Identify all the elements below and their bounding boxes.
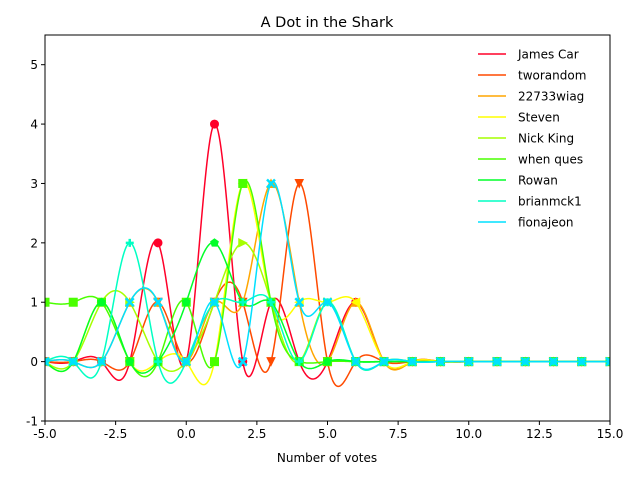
- data-point: [407, 356, 418, 367]
- legend-label: James Car: [517, 48, 579, 62]
- data-point: [576, 356, 587, 367]
- data-point: [238, 238, 248, 248]
- legend-item: when ques: [478, 153, 583, 167]
- legend-item: tworandom: [478, 69, 586, 83]
- legend-label: Rowan: [518, 174, 558, 188]
- data-point: [492, 356, 502, 367]
- data-point: [548, 356, 559, 367]
- data-point: [68, 356, 79, 367]
- data-point: [238, 178, 248, 188]
- data-point: [153, 238, 163, 248]
- y-tick-label: -1: [26, 415, 38, 429]
- x-axis-label: Number of votes: [277, 451, 377, 465]
- data-point: [45, 297, 50, 307]
- y-tick-label: 1: [30, 296, 38, 310]
- data-point: [68, 297, 78, 307]
- data-point: [350, 297, 361, 308]
- data-point: [209, 297, 220, 308]
- x-tick-label: 5.0: [318, 427, 337, 441]
- legend-label: 22733wiag: [518, 90, 584, 104]
- data-point: [125, 238, 134, 247]
- x-tick-label: 12.5: [526, 427, 553, 441]
- chart-title: A Dot in the Shark: [261, 15, 394, 31]
- data-point: [210, 357, 219, 367]
- data-point: [266, 178, 276, 189]
- data-point: [520, 356, 531, 367]
- legend-label: Nick King: [518, 132, 574, 146]
- legend-item: James Car: [478, 48, 579, 62]
- data-point: [323, 357, 332, 366]
- legend-label: Steven: [518, 111, 560, 125]
- data-point: [294, 178, 305, 189]
- legend-label: tworandom: [518, 69, 586, 83]
- y-tick-label: 3: [30, 177, 38, 191]
- data-point: [322, 297, 333, 308]
- data-point: [125, 357, 135, 366]
- x-tick-label: 15.0: [597, 427, 624, 441]
- y-tick-label: 4: [30, 118, 38, 132]
- legend-label: brianmck1: [518, 195, 582, 209]
- x-tick-label: 10.0: [455, 427, 482, 441]
- legend-item: Rowan: [478, 174, 558, 188]
- data-point: [350, 356, 361, 367]
- data-point: [294, 297, 305, 308]
- data-point: [153, 297, 163, 308]
- data-point: [605, 356, 610, 367]
- legend-item: brianmck1: [478, 195, 582, 209]
- data-point: [238, 298, 247, 307]
- data-point: [181, 356, 192, 367]
- data-point: [45, 356, 50, 367]
- legend: James Car tworandom 22733wiag Steven Nick Ki…: [478, 48, 586, 230]
- legend-item: Steven: [478, 111, 560, 125]
- data-point: [266, 357, 276, 367]
- data-point: [463, 356, 474, 367]
- y-tick-label: 0: [30, 355, 38, 369]
- x-tick-label: 0.0: [177, 427, 196, 441]
- data-point: [96, 356, 107, 367]
- data-point: [379, 356, 389, 367]
- legend-item: 22733wiag: [478, 90, 584, 104]
- data-point: [267, 298, 275, 307]
- legend-item: Nick King: [478, 132, 574, 146]
- data-point: [210, 238, 219, 247]
- data-point: [210, 119, 219, 129]
- legend-item: fionajeon: [478, 216, 574, 230]
- legend-label: fionajeon: [518, 216, 574, 230]
- x-tick-label: 7.5: [389, 427, 408, 441]
- data-point: [237, 356, 248, 367]
- x-tick-label: -5.0: [33, 427, 56, 441]
- x-tick-label: 2.5: [247, 427, 266, 441]
- data-point: [97, 297, 106, 306]
- data-point: [295, 357, 304, 366]
- plot-layer: [45, 35, 610, 421]
- legend-label: when ques: [518, 153, 583, 167]
- y-tick-label: 2: [30, 236, 38, 250]
- data-point: [435, 356, 446, 367]
- axes-layer: -5.0 -2.5 0.0 2.5 5.0 7.5 10.0 12.5 15.0 -1 0 1 2 3 4 5: [26, 34, 624, 441]
- data-point: [124, 297, 135, 308]
- y-tick-label: 5: [30, 58, 38, 72]
- x-tick-label: -2.5: [104, 427, 127, 441]
- data-point: [181, 297, 191, 306]
- data-point: [154, 357, 162, 366]
- series-9: [45, 178, 610, 371]
